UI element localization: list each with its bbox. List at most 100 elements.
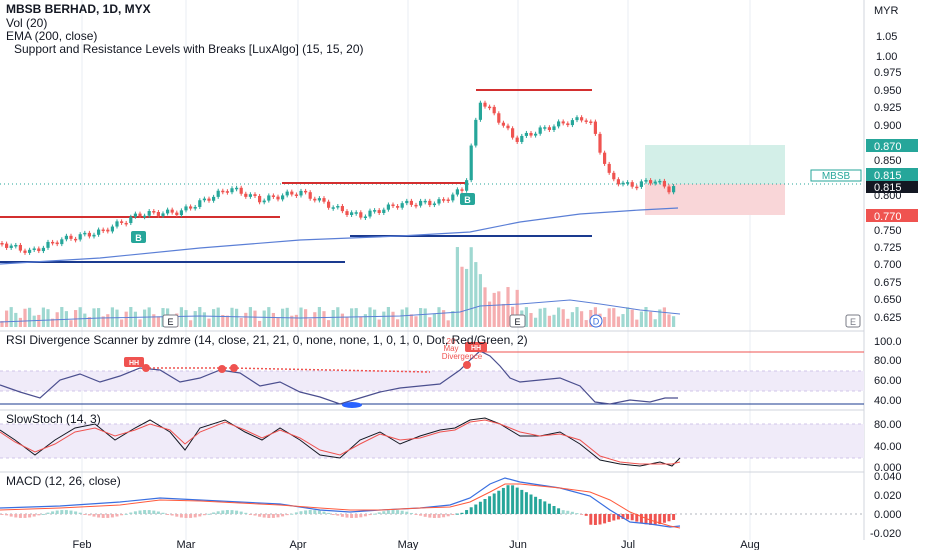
- volume-bar: [653, 319, 657, 327]
- candle: [60, 239, 64, 245]
- candle: [492, 106, 496, 114]
- volume-bar: [626, 307, 630, 327]
- volume-bar: [373, 309, 377, 327]
- macd-line: [0, 477, 681, 528]
- candle: [359, 212, 363, 218]
- currency-label: MYR: [874, 5, 899, 17]
- macd-bar: [9, 514, 13, 517]
- legend-ema[interactable]: EMA (200, close): [6, 29, 98, 43]
- earnings-marker-axis[interactable]: E: [845, 314, 861, 328]
- volume-bar: [649, 311, 653, 327]
- macd-bar: [23, 514, 27, 518]
- macd-bar: [253, 514, 257, 516]
- macd-bar: [322, 511, 326, 514]
- volume-bar: [244, 312, 248, 327]
- volume-bar: [271, 312, 275, 327]
- macd-bar: [18, 514, 22, 518]
- volume-bar: [644, 307, 648, 327]
- volume-bar: [391, 311, 395, 327]
- macd-bar: [359, 514, 363, 518]
- candle: [37, 248, 41, 252]
- candle: [524, 132, 528, 136]
- volume-bar: [313, 312, 317, 327]
- volume-bar: [524, 307, 528, 327]
- candle: [23, 250, 27, 253]
- candle: [552, 126, 556, 131]
- candle: [662, 180, 666, 187]
- candle: [469, 145, 473, 181]
- legend-rsi[interactable]: RSI Divergence Scanner by zdmre (14, clo…: [6, 333, 528, 347]
- symbol-tag: MBSB: [810, 169, 862, 182]
- macd-bar: [607, 514, 611, 522]
- macd-bar: [506, 485, 510, 514]
- volume-bar: [239, 317, 243, 327]
- macd-bar: [552, 506, 556, 514]
- chart-title: MBSB BERHAD, 1D, MYX: [6, 2, 151, 16]
- earnings-marker-e2[interactable]: E: [509, 314, 526, 328]
- volume-bar: [396, 319, 400, 327]
- volume-bar: [616, 316, 620, 327]
- svg-text:May: May: [398, 539, 419, 550]
- candle: [644, 180, 648, 182]
- volume-bar: [179, 307, 183, 327]
- svg-text:Aug: Aug: [740, 539, 760, 550]
- candle: [184, 206, 188, 211]
- candle: [166, 209, 170, 214]
- candle: [428, 200, 432, 206]
- candle: [635, 186, 639, 189]
- candle: [396, 206, 400, 208]
- macd-bar: [313, 510, 317, 514]
- volume-bar: [428, 317, 432, 327]
- volume-bar: [69, 320, 73, 327]
- legend-stoch[interactable]: SlowStoch (14, 3): [6, 412, 101, 426]
- candle: [639, 181, 643, 187]
- volume-bar: [538, 308, 542, 327]
- macd-bar: [460, 512, 464, 514]
- candle: [156, 212, 160, 216]
- volume-bars: [0, 247, 676, 327]
- volume-bar: [566, 318, 570, 327]
- macd-bar: [267, 514, 271, 518]
- volume-bar: [299, 307, 303, 327]
- candle: [69, 235, 73, 239]
- macd-bar: [534, 496, 538, 514]
- macd-bar: [639, 514, 643, 524]
- volume-bar: [478, 274, 482, 327]
- svg-text:0.850: 0.850: [874, 155, 902, 167]
- macd-bar: [14, 514, 18, 518]
- candle: [432, 203, 436, 206]
- volume-bar: [212, 309, 216, 327]
- legend-sr[interactable]: Support and Resistance Levels with Break…: [14, 42, 364, 56]
- svg-text:Apr: Apr: [289, 539, 306, 550]
- volume-bar: [32, 315, 36, 327]
- macd-bar: [225, 510, 229, 514]
- svg-text:Feb: Feb: [73, 539, 92, 550]
- macd-bar: [110, 514, 114, 518]
- macd-bar: [524, 492, 528, 514]
- volume-bar: [497, 291, 501, 327]
- volume-bar: [382, 311, 386, 327]
- candle: [147, 211, 151, 216]
- macd-bar: [78, 512, 82, 514]
- macd-bar: [497, 490, 501, 514]
- candle: [51, 241, 55, 244]
- macd-bar: [308, 510, 312, 514]
- volume-bar: [561, 309, 565, 327]
- volume-bar: [501, 303, 505, 327]
- legend-vol[interactable]: Vol (20): [6, 16, 48, 30]
- candle: [262, 200, 266, 203]
- volume-bar: [202, 312, 206, 327]
- earnings-marker-e1[interactable]: E: [162, 314, 179, 328]
- macd-bar: [101, 514, 105, 518]
- candle: [612, 172, 616, 180]
- legend-macd[interactable]: MACD (12, 26, close): [6, 474, 121, 488]
- candle: [258, 195, 262, 203]
- candle: [547, 127, 551, 131]
- dividend-marker[interactable]: D: [589, 314, 603, 328]
- rsi-axis: 100.0 80.00 60.00 40.00: [874, 336, 902, 407]
- svg-text:E: E: [167, 317, 173, 327]
- svg-text:0.750: 0.750: [874, 225, 902, 237]
- macd-bar: [644, 514, 648, 525]
- macd-bar: [5, 514, 9, 516]
- volume-bar: [437, 307, 441, 327]
